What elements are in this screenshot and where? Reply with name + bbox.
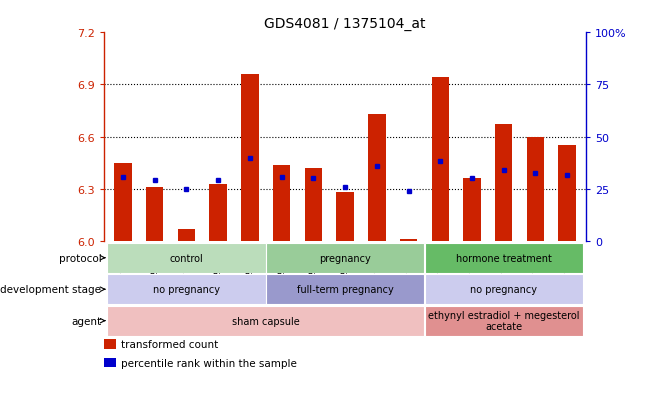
Bar (107, 243, 265, 273)
Bar (495, 125, 513, 242)
Bar (368, 115, 385, 242)
Bar (178, 230, 195, 242)
Bar (425, 243, 583, 273)
Bar (305, 169, 322, 242)
Bar (431, 78, 449, 242)
Bar (400, 240, 417, 242)
Bar (273, 165, 290, 242)
Text: percentile rank within the sample: percentile rank within the sample (121, 358, 297, 368)
Bar (527, 138, 544, 242)
Text: agent: agent (71, 316, 101, 326)
Bar (104, 339, 116, 349)
Text: protocol: protocol (59, 253, 101, 263)
Bar (425, 275, 583, 304)
Bar (241, 75, 259, 242)
Bar (425, 306, 583, 336)
Bar (107, 306, 424, 336)
Text: full-term pregnancy: full-term pregnancy (297, 285, 393, 294)
Text: sham capsule: sham capsule (232, 316, 299, 326)
Text: no pregnancy: no pregnancy (153, 285, 220, 294)
Bar (336, 193, 354, 242)
Bar (463, 179, 480, 242)
Bar (266, 275, 424, 304)
Bar (146, 188, 163, 242)
Text: ethynyl estradiol + megesterol
acetate: ethynyl estradiol + megesterol acetate (428, 310, 580, 332)
Text: pregnancy: pregnancy (319, 253, 371, 263)
Title: GDS4081 / 1375104_at: GDS4081 / 1375104_at (264, 17, 426, 31)
Bar (107, 275, 265, 304)
Bar (209, 184, 227, 242)
Bar (266, 243, 424, 273)
Text: development stage: development stage (1, 285, 101, 294)
Text: no pregnancy: no pregnancy (470, 285, 537, 294)
Bar (114, 164, 131, 242)
Text: transformed count: transformed count (121, 339, 218, 349)
Text: control: control (170, 253, 203, 263)
Bar (104, 358, 116, 368)
Bar (559, 146, 576, 242)
Text: hormone treatment: hormone treatment (456, 253, 551, 263)
